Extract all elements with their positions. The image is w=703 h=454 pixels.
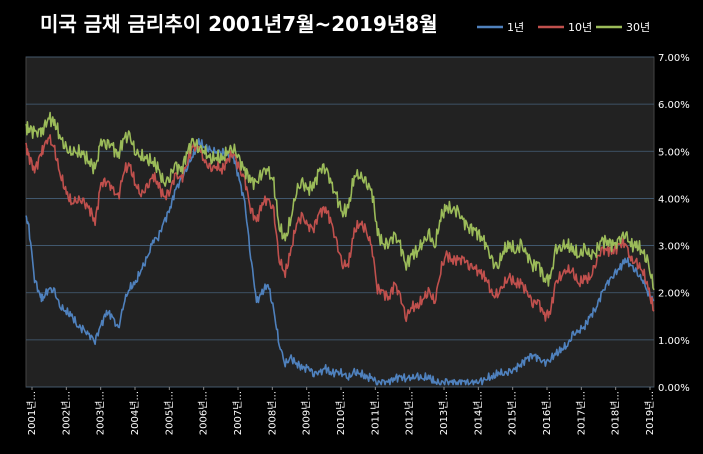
x-tick-label: 2003년... xyxy=(95,391,107,435)
x-tick-label: 2002년... xyxy=(60,391,72,435)
x-tick-label: 2019년... xyxy=(644,391,656,435)
x-tick-label: 2009년... xyxy=(301,391,313,435)
legend-label: 10년 xyxy=(568,21,592,34)
y-tick-label: 3.00% xyxy=(658,242,690,253)
x-tick-label: 2007년... xyxy=(232,391,244,435)
x-tick-label: 2013년... xyxy=(438,391,450,435)
x-tick-label: 2008년... xyxy=(266,391,278,435)
x-tick-label: 2014년... xyxy=(472,391,484,435)
y-tick-label: 5.00% xyxy=(658,147,690,158)
x-tick-label: 2018년... xyxy=(610,391,622,435)
y-tick-label: 1.00% xyxy=(658,336,690,347)
x-tick-label: 2005년... xyxy=(163,391,175,435)
x-tick-label: 2001년... xyxy=(26,391,38,435)
series-lines xyxy=(25,111,655,386)
series-line xyxy=(25,137,655,386)
x-tick-label: 2004년... xyxy=(129,391,141,435)
x-axis: 2001년... 2002년... 2003년... 2004년... 2005년...… xyxy=(26,387,656,435)
y-tick-label: 4.00% xyxy=(658,194,690,205)
x-tick-label: 2010년... xyxy=(335,391,347,435)
y-tick-label: 0.00% xyxy=(658,383,690,394)
y-tick-label: 6.00% xyxy=(658,100,690,111)
grid-lines xyxy=(26,56,654,388)
y-axis: 0.00% 1.00% 2.00% 3.00% 4.00% 5.00% 6.00% 7.00% xyxy=(658,53,690,394)
legend: 1년 10년 30년 xyxy=(477,21,650,34)
y-tick-label: 2.00% xyxy=(658,289,690,300)
x-tick-label: 2016년... xyxy=(541,391,553,435)
plot-area xyxy=(25,56,655,388)
x-tick-label: 2006년... xyxy=(198,391,210,435)
y-tick-label: 7.00% xyxy=(658,53,690,64)
series-line xyxy=(25,111,655,291)
x-tick-label: 2012년... xyxy=(404,391,416,435)
x-tick-label: 2011년... xyxy=(369,391,381,435)
chart-title: 미국 금채 금리추이 2001년7월~2019년8월 xyxy=(40,12,438,36)
x-tick-label: 2017년... xyxy=(575,391,587,435)
x-tick-label: 2015년... xyxy=(507,391,519,435)
legend-label: 1년 xyxy=(507,21,524,34)
series-line xyxy=(25,134,655,323)
legend-label: 30년 xyxy=(626,21,650,34)
